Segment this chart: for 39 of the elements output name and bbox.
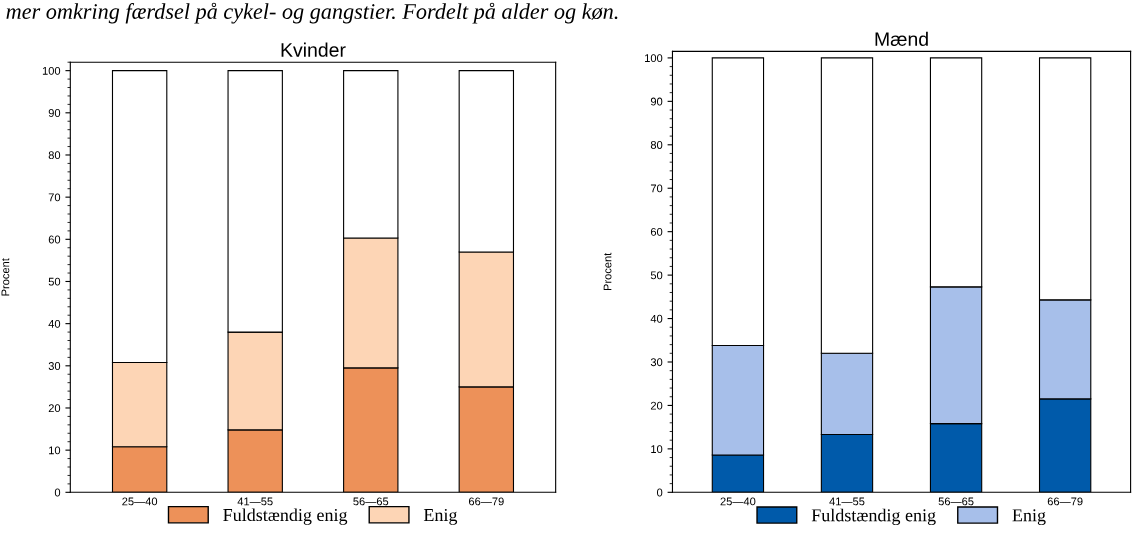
y-tick-label: 60 (48, 235, 61, 244)
y-tick-label: 100 (645, 54, 663, 63)
y-tick-label: 60 (650, 227, 663, 236)
y-tick-label: 0 (54, 488, 61, 497)
x-tick-label: 41—55 (237, 497, 273, 506)
legend-label: Enig (1012, 509, 1046, 526)
x-tick-label: 25—40 (122, 497, 158, 506)
y-tick-label: 50 (650, 271, 663, 280)
chart-title: Mænd (875, 31, 928, 47)
y-tick-label: 90 (650, 97, 663, 106)
x-tick-label: 56—65 (353, 497, 389, 506)
y-tick-label: 80 (650, 141, 663, 149)
x-tick-label: 66—79 (1047, 497, 1083, 506)
y-tick-label: 30 (650, 358, 663, 367)
y-axis-title: Procent (1, 258, 10, 296)
x-tick-label: 66—79 (468, 497, 504, 506)
text: mer omkring færdsel på cykel- og gangstier. Fordelt på alder og køn. (6, 2, 618, 24)
y-tick-label: 0 (656, 488, 663, 497)
y-tick-label: 10 (651, 445, 663, 454)
y-tick-label: 20 (48, 404, 61, 413)
y-tick-label: 70 (48, 193, 61, 202)
x-tick-label: 56—65 (938, 497, 974, 506)
y-tick-label: 90 (48, 109, 61, 117)
legend-label: Enig (423, 508, 458, 525)
y-tick-label: 40 (650, 314, 663, 323)
y-tick-label: 50 (48, 277, 61, 286)
y-axis-title: Procent (603, 252, 612, 291)
y-tick-label: 30 (48, 362, 61, 370)
legend-label: Fuldstændig enig (223, 508, 348, 525)
chart-title: Kvinder (281, 42, 346, 57)
y-tick-label: 100 (42, 66, 61, 75)
y-tick-label: 70 (650, 184, 663, 193)
y-tick-label: 80 (48, 151, 61, 160)
y-tick-label: 20 (650, 401, 663, 410)
y-tick-label: 40 (48, 319, 61, 328)
x-tick-label: 41—55 (829, 497, 865, 506)
y-tick-label: 10 (49, 446, 61, 455)
legend-label: Fuldstændig enig (811, 508, 936, 526)
x-tick-label: 25—40 (720, 497, 756, 506)
